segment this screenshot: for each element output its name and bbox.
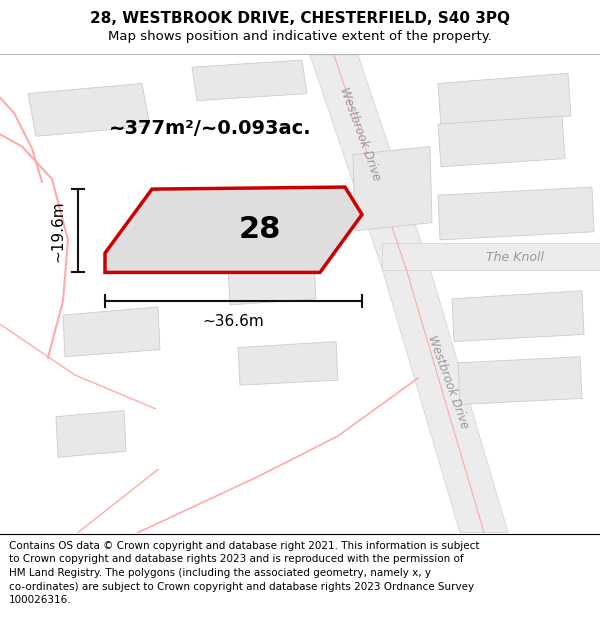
Text: Westbrook Drive: Westbrook Drive xyxy=(425,334,471,431)
Polygon shape xyxy=(63,307,160,357)
Polygon shape xyxy=(28,84,150,136)
Text: 28: 28 xyxy=(238,215,281,244)
Polygon shape xyxy=(458,357,582,404)
Text: ~19.6m: ~19.6m xyxy=(50,200,65,262)
Text: Contains OS data © Crown copyright and database right 2021. This information is : Contains OS data © Crown copyright and d… xyxy=(9,541,479,605)
Polygon shape xyxy=(452,291,584,341)
Polygon shape xyxy=(438,73,571,126)
Text: ~36.6m: ~36.6m xyxy=(203,314,265,329)
Polygon shape xyxy=(353,146,432,231)
Polygon shape xyxy=(310,55,430,268)
Polygon shape xyxy=(382,268,508,532)
Polygon shape xyxy=(382,243,600,271)
Text: Map shows position and indicative extent of the property.: Map shows position and indicative extent… xyxy=(108,30,492,43)
Text: Westbrook Drive: Westbrook Drive xyxy=(337,86,383,182)
Polygon shape xyxy=(212,202,316,262)
Polygon shape xyxy=(228,260,316,305)
Text: ~377m²/~0.093ac.: ~377m²/~0.093ac. xyxy=(109,119,311,138)
Polygon shape xyxy=(238,341,338,385)
Polygon shape xyxy=(56,411,126,458)
Polygon shape xyxy=(192,60,307,101)
Text: 28, WESTBROOK DRIVE, CHESTERFIELD, S40 3PQ: 28, WESTBROOK DRIVE, CHESTERFIELD, S40 3… xyxy=(90,11,510,26)
Polygon shape xyxy=(105,187,362,272)
Text: The Knoll: The Knoll xyxy=(486,251,544,264)
Polygon shape xyxy=(438,116,565,167)
Polygon shape xyxy=(438,187,594,240)
